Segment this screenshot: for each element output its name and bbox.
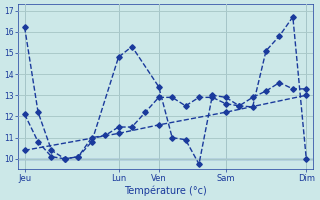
X-axis label: Température (°c): Température (°c) [124, 185, 207, 196]
